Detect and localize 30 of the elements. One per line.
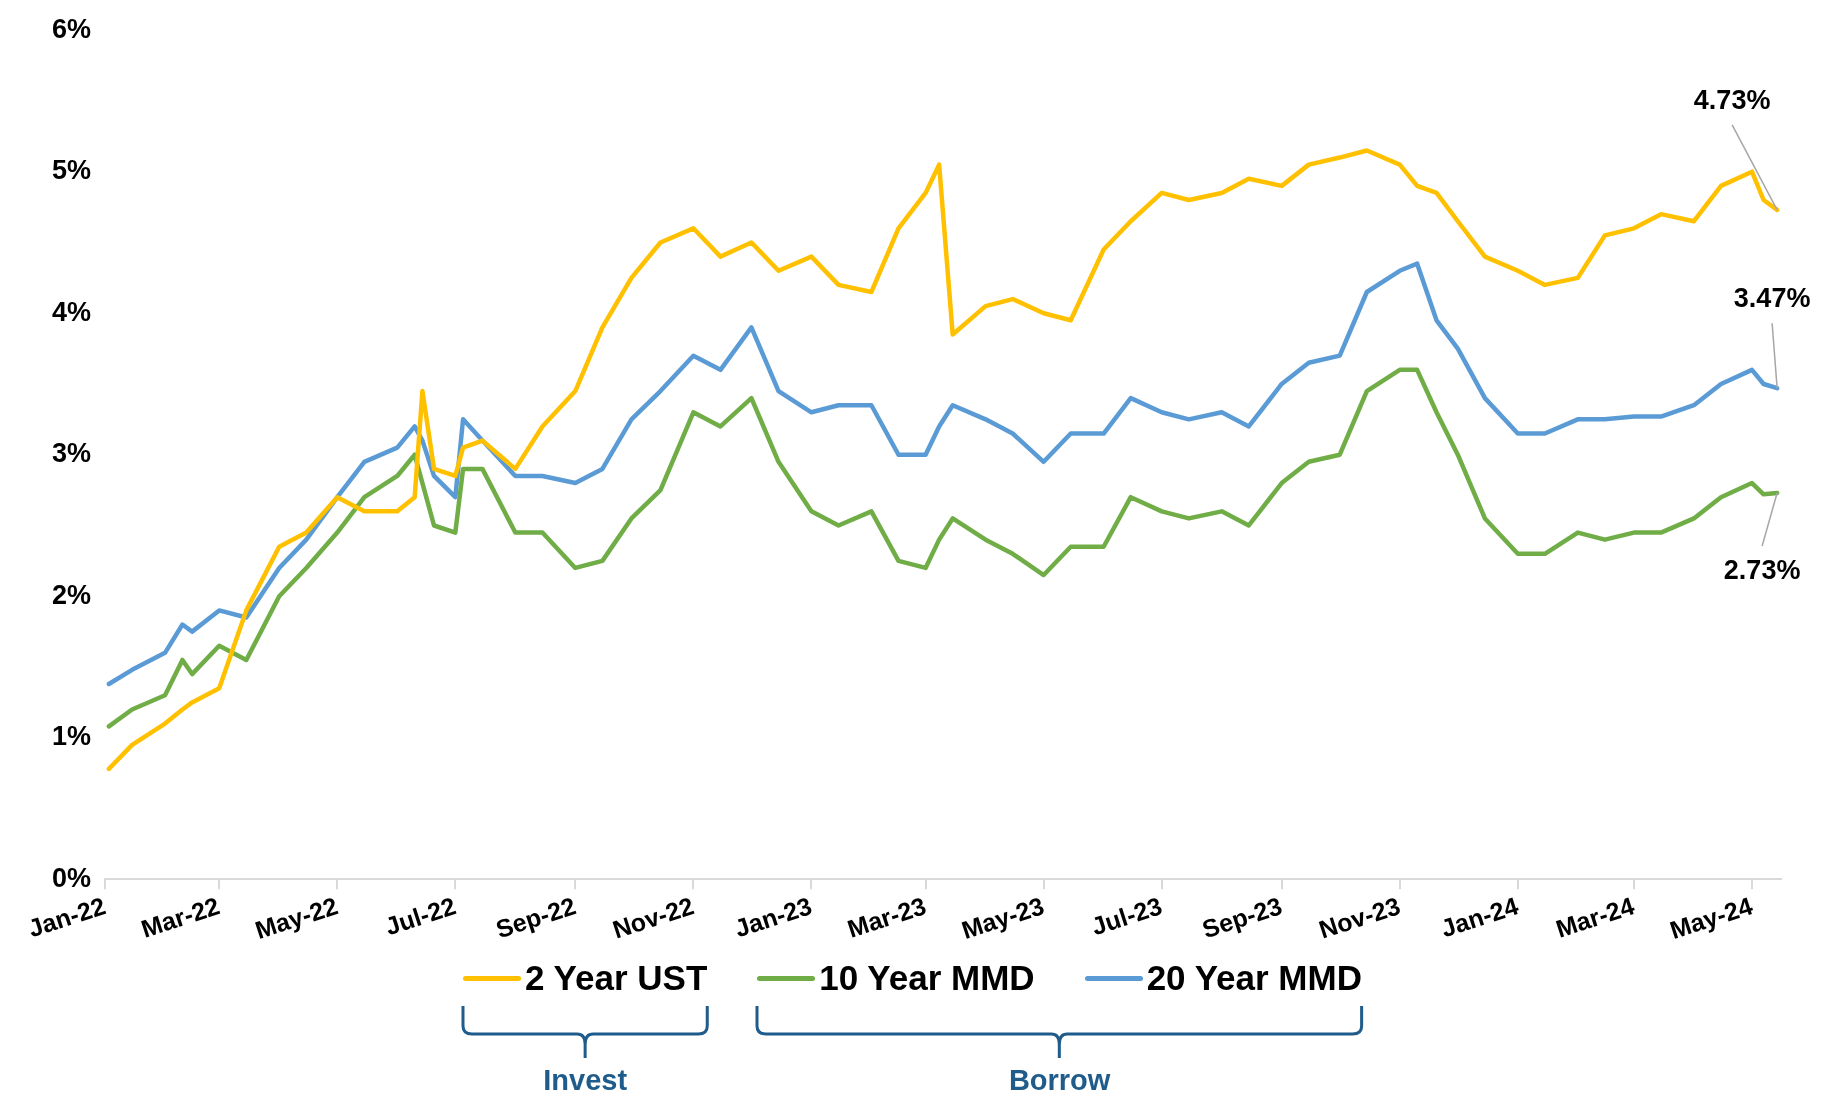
x-tick-label: Jul-23	[1087, 891, 1166, 941]
y-tick-label: 2%	[51, 579, 92, 610]
x-tick-label: Sep-22	[492, 891, 579, 944]
y-tick-label: 0%	[51, 862, 92, 893]
x-tick-label: Nov-23	[1315, 891, 1404, 944]
legend-label: 10 Year MMD	[819, 958, 1035, 998]
x-tick-label: May-22	[251, 891, 341, 945]
y-tick-label: 4%	[51, 296, 92, 327]
y-tick-label: 1%	[51, 721, 92, 752]
annotation: 4.73%	[1693, 84, 1771, 115]
text: Borrow	[1007, 1064, 1112, 1097]
x-tick-label: May-23	[958, 891, 1048, 945]
x-tick-label: Jan-24	[1437, 891, 1522, 943]
y-tick-label: 5%	[51, 155, 92, 186]
legend-label: 20 Year MMD	[1146, 958, 1362, 998]
x-tick-label: Mar-24	[1552, 891, 1638, 943]
x-tick-label: Jan-23	[731, 891, 816, 943]
x-tick-label: Mar-23	[843, 891, 930, 943]
x-tick-label: May-24	[1666, 891, 1756, 945]
x-tick-label: Nov-22	[609, 891, 698, 944]
x-tick-label: Sep-23	[1198, 891, 1286, 944]
legend-label: 2 Year UST	[525, 958, 708, 998]
annotation: 2.73%	[1723, 554, 1801, 585]
x-tick-label: Jan-22	[24, 891, 109, 943]
x-tick-label: Mar-22	[137, 891, 223, 943]
y-tick-label: 6%	[51, 13, 92, 44]
text: Invest	[542, 1064, 629, 1097]
x-tick-label: Jul-22	[381, 891, 459, 941]
y-tick-label: 3%	[51, 438, 92, 469]
annotation: 3.47%	[1733, 283, 1811, 314]
